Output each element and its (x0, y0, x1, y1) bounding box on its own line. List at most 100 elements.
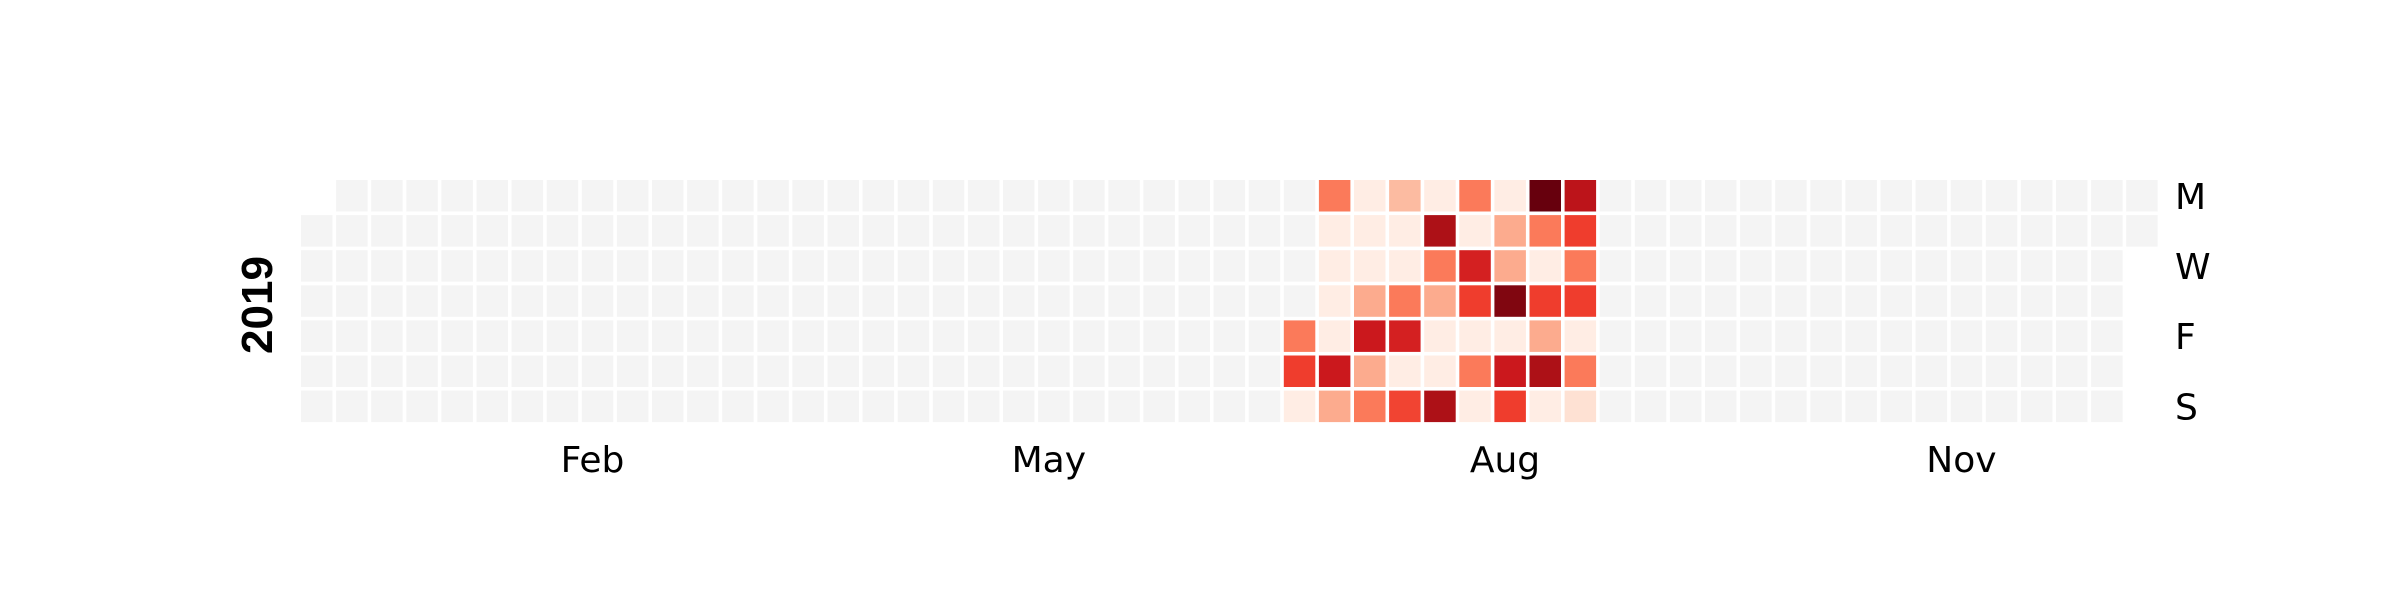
heatmap-cell (862, 215, 895, 247)
heatmap-cell (687, 250, 719, 282)
heatmap-cell (371, 320, 403, 352)
heatmap-cell (1073, 320, 1105, 352)
heatmap-cell (932, 390, 965, 423)
heatmap-cell (1775, 320, 1807, 352)
heatmap-cell (1705, 390, 1737, 423)
heatmap-cell (827, 320, 859, 352)
month-tick-label: Aug (1470, 440, 1540, 481)
heatmap-cell (1705, 215, 1737, 247)
heatmap-cell (1915, 285, 1948, 317)
heatmap-cell (1529, 215, 1561, 247)
heatmap-cell (862, 285, 895, 317)
heatmap-cell (2126, 180, 2158, 212)
heatmap-cell (616, 390, 649, 423)
heatmap-cell (722, 215, 754, 247)
heatmap-cell (2091, 215, 2123, 247)
heatmap-cell (862, 320, 895, 352)
heatmap-cell (546, 390, 579, 423)
heatmap-cell (1950, 320, 1983, 352)
heatmap-cell (1178, 320, 1210, 352)
heatmap-cell (967, 355, 1000, 387)
heatmap-cell (476, 320, 508, 352)
heatmap-cell (687, 180, 719, 212)
heatmap-cell (2056, 250, 2088, 282)
heatmap-cell (1564, 285, 1597, 317)
heatmap-cell (652, 355, 684, 387)
heatmap-cell (1705, 320, 1737, 352)
heatmap-cell (1424, 180, 1456, 212)
heatmap-cell (1599, 285, 1632, 317)
heatmap-cell (1880, 390, 1912, 423)
heatmap-cell (897, 250, 930, 282)
heatmap-cell (1038, 250, 1070, 282)
heatmap-cell (1213, 355, 1246, 387)
heatmap-cell (546, 180, 579, 212)
heatmap-cell (2020, 355, 2053, 387)
heatmap-cell (2020, 250, 2053, 282)
heatmap-cell (652, 180, 684, 212)
heatmap-cell (1985, 285, 2018, 317)
heatmap-cell (1283, 320, 1316, 352)
heatmap-cell (441, 355, 473, 387)
heatmap-cell (1424, 285, 1456, 317)
heatmap-cell (406, 180, 438, 212)
heatmap-cell (406, 390, 438, 423)
heatmap-cell (722, 250, 754, 282)
heatmap-cell (1389, 250, 1421, 282)
heatmap-cell (1318, 180, 1351, 212)
heatmap-cell (687, 285, 719, 317)
heatmap-cell (616, 285, 649, 317)
heatmap-cell (2020, 180, 2053, 212)
heatmap-cell (1494, 320, 1526, 352)
heatmap-cell (581, 215, 614, 247)
heatmap-cell (652, 250, 684, 282)
heatmap-cell (1073, 355, 1105, 387)
heatmap-cell (616, 320, 649, 352)
heatmap-cell (336, 285, 368, 317)
heatmap-cell (1845, 285, 1877, 317)
heatmap-cell (1038, 180, 1070, 212)
heatmap-cell (1669, 320, 1702, 352)
heatmap-cell (1318, 215, 1351, 247)
heatmap-cell (336, 355, 368, 387)
heatmap-cell (967, 180, 1000, 212)
heatmap-cell (1564, 320, 1597, 352)
heatmap-cell (827, 390, 859, 423)
heatmap-cell (1178, 285, 1210, 317)
heatmap-cell (1810, 180, 1842, 212)
heatmap-cell (652, 390, 684, 423)
heatmap-cell (476, 180, 508, 212)
heatmap-cell (1810, 250, 1842, 282)
heatmap-cell (1599, 250, 1632, 282)
heatmap-cell (1845, 180, 1877, 212)
heatmap-cell (2056, 390, 2088, 423)
heatmap-cell (1740, 285, 1772, 317)
heatmap-cell (1038, 390, 1070, 423)
heatmap-cell (1810, 390, 1842, 423)
heatmap-cell (371, 180, 403, 212)
heatmap-cell (1459, 390, 1491, 423)
heatmap-cell (1669, 180, 1702, 212)
heatmap-cell (1775, 390, 1807, 423)
heatmap-cell (406, 250, 438, 282)
heatmap-cell (1108, 320, 1140, 352)
heatmap-cell (1529, 250, 1561, 282)
heatmap-cell (1318, 355, 1351, 387)
heatmap-cell (1564, 215, 1597, 247)
heatmap-cell (1599, 180, 1632, 212)
heatmap-cell (1038, 320, 1070, 352)
heatmap-cell (862, 355, 895, 387)
heatmap-cell (1845, 320, 1877, 352)
heatmap-cell (336, 215, 368, 247)
heatmap-cell (1775, 355, 1807, 387)
heatmap-cell (1108, 180, 1140, 212)
year-label: 2019 (233, 256, 282, 354)
heatmap-cell (581, 320, 614, 352)
heatmap-cell (1143, 355, 1175, 387)
heatmap-cell (932, 285, 965, 317)
heatmap-cell (827, 355, 859, 387)
heatmap-cell (1634, 320, 1667, 352)
heatmap-cell (476, 215, 508, 247)
heatmap-cell (1599, 390, 1632, 423)
